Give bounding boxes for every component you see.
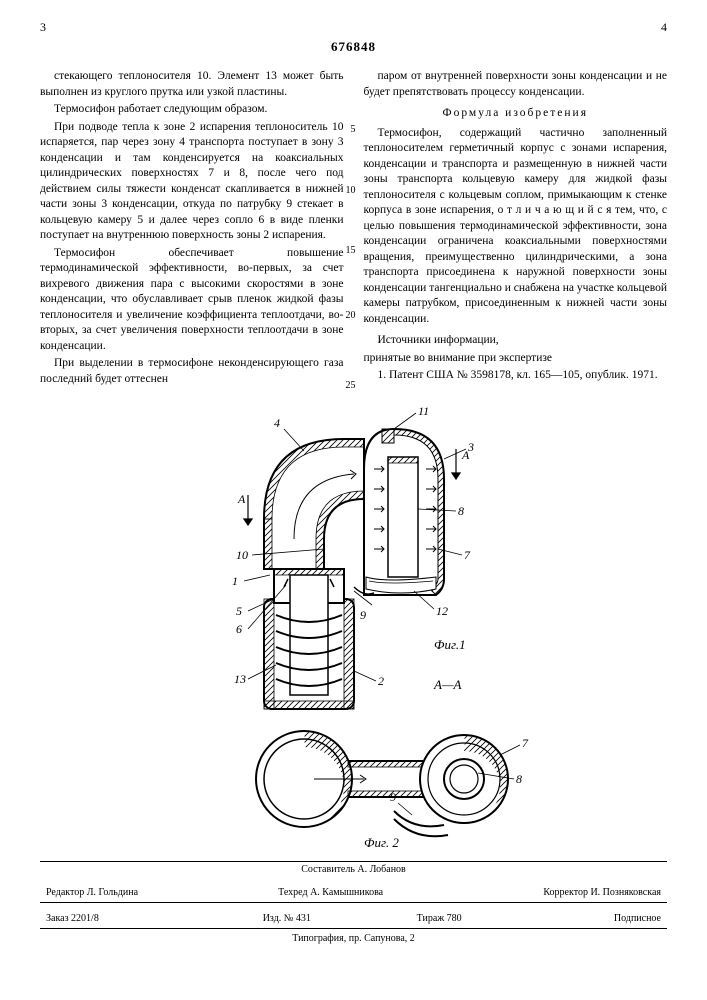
sources-item: 1. Патент США № 3598178, кл. 165—105, оп… (364, 368, 668, 384)
divider (40, 928, 667, 929)
page-num-right: 4 (661, 20, 667, 35)
footer-typography: Типография, пр. Сапунова, 2 (40, 931, 667, 944)
formula-title: Формула изобретения (364, 106, 668, 122)
svg-text:2: 2 (378, 674, 384, 688)
sources-title: Источники информации, (364, 333, 668, 349)
document-number: 676848 (40, 39, 667, 55)
figure-2: 7 8 9 Фиг. 2 (256, 731, 529, 850)
svg-text:7: 7 (522, 736, 529, 750)
svg-text:7: 7 (464, 548, 471, 562)
footer-editor: Редактор Л. Гольдина (40, 885, 226, 900)
svg-text:3: 3 (467, 440, 474, 454)
figures-svg: А А (144, 399, 564, 859)
line-number: 25 (346, 379, 356, 393)
divider (40, 861, 667, 862)
svg-text:11: 11 (418, 404, 429, 418)
svg-text:12: 12 (436, 604, 448, 618)
sources-line: принятые во внимание при экспертизе (364, 351, 668, 367)
svg-text:4: 4 (274, 416, 280, 430)
svg-text:1: 1 (232, 574, 238, 588)
left-paragraph: При подводе тепла к зоне 2 испарения теп… (40, 120, 344, 244)
footer-order: Заказ 2201/8 (40, 911, 209, 926)
left-paragraph: При выделении в термосифоне неконденсиру… (40, 356, 344, 387)
left-paragraph: стекающего теплоносителя 10. Элемент 13 … (40, 69, 344, 100)
page-header: 3 4 (40, 20, 667, 35)
footer-tirazh: Тираж 780 (365, 911, 513, 926)
footer-credits-row: Редактор Л. Гольдина Техред А. Камышнико… (40, 885, 667, 900)
footer-corrector: Корректор И. Позняковская (435, 885, 667, 900)
svg-text:13: 13 (234, 672, 246, 686)
section-arrow-a-left: А (237, 492, 246, 506)
footer-print-row: Заказ 2201/8 Изд. № 431 Тираж 780 Подпис… (40, 911, 667, 926)
line-number: 20 (346, 309, 356, 323)
footer-tech: Техред А. Камышникова (226, 885, 435, 900)
svg-text:8: 8 (458, 504, 464, 518)
right-column: паром от внутренней поверхности зоны кон… (364, 69, 668, 389)
figure-1: А А (232, 404, 474, 709)
footer-block: Составитель А. Лобанов Редактор Л. Гольд… (40, 861, 667, 944)
right-lead: паром от внутренней поверхности зоны кон… (364, 69, 668, 100)
svg-text:6: 6 (236, 622, 242, 636)
fig2-label: Фиг. 2 (364, 835, 399, 850)
svg-text:10: 10 (236, 548, 248, 562)
fig1-label: Фиг.1 (434, 637, 466, 652)
svg-text:8: 8 (516, 772, 522, 786)
svg-text:9: 9 (360, 608, 366, 622)
section-aa-label: А—А (433, 677, 462, 692)
left-column: стекающего теплоносителя 10. Элемент 13 … (40, 69, 344, 389)
figures-block: А А (40, 399, 667, 859)
line-number: 15 (346, 244, 356, 258)
line-number: 5 (351, 123, 356, 137)
footer-compiler: Составитель А. Лобанов (40, 864, 667, 877)
page-num-left: 3 (40, 20, 46, 35)
footer-podpis: Подписное (513, 911, 667, 926)
divider (40, 902, 667, 903)
svg-text:9: 9 (390, 790, 396, 804)
line-number: 10 (346, 184, 356, 198)
footer-izd: Изд. № 431 (209, 911, 365, 926)
patent-page: 3 4 676848 стекающего теплоносителя 10. … (0, 0, 707, 954)
left-paragraph: Термосифон работает следующим образом. (40, 102, 344, 118)
svg-text:5: 5 (236, 604, 242, 618)
formula-body: Термосифон, содержащий частично заполнен… (364, 126, 668, 328)
text-columns: стекающего теплоносителя 10. Элемент 13 … (40, 69, 667, 389)
left-paragraph: Термосифон обеспечивает повышение термод… (40, 246, 344, 355)
